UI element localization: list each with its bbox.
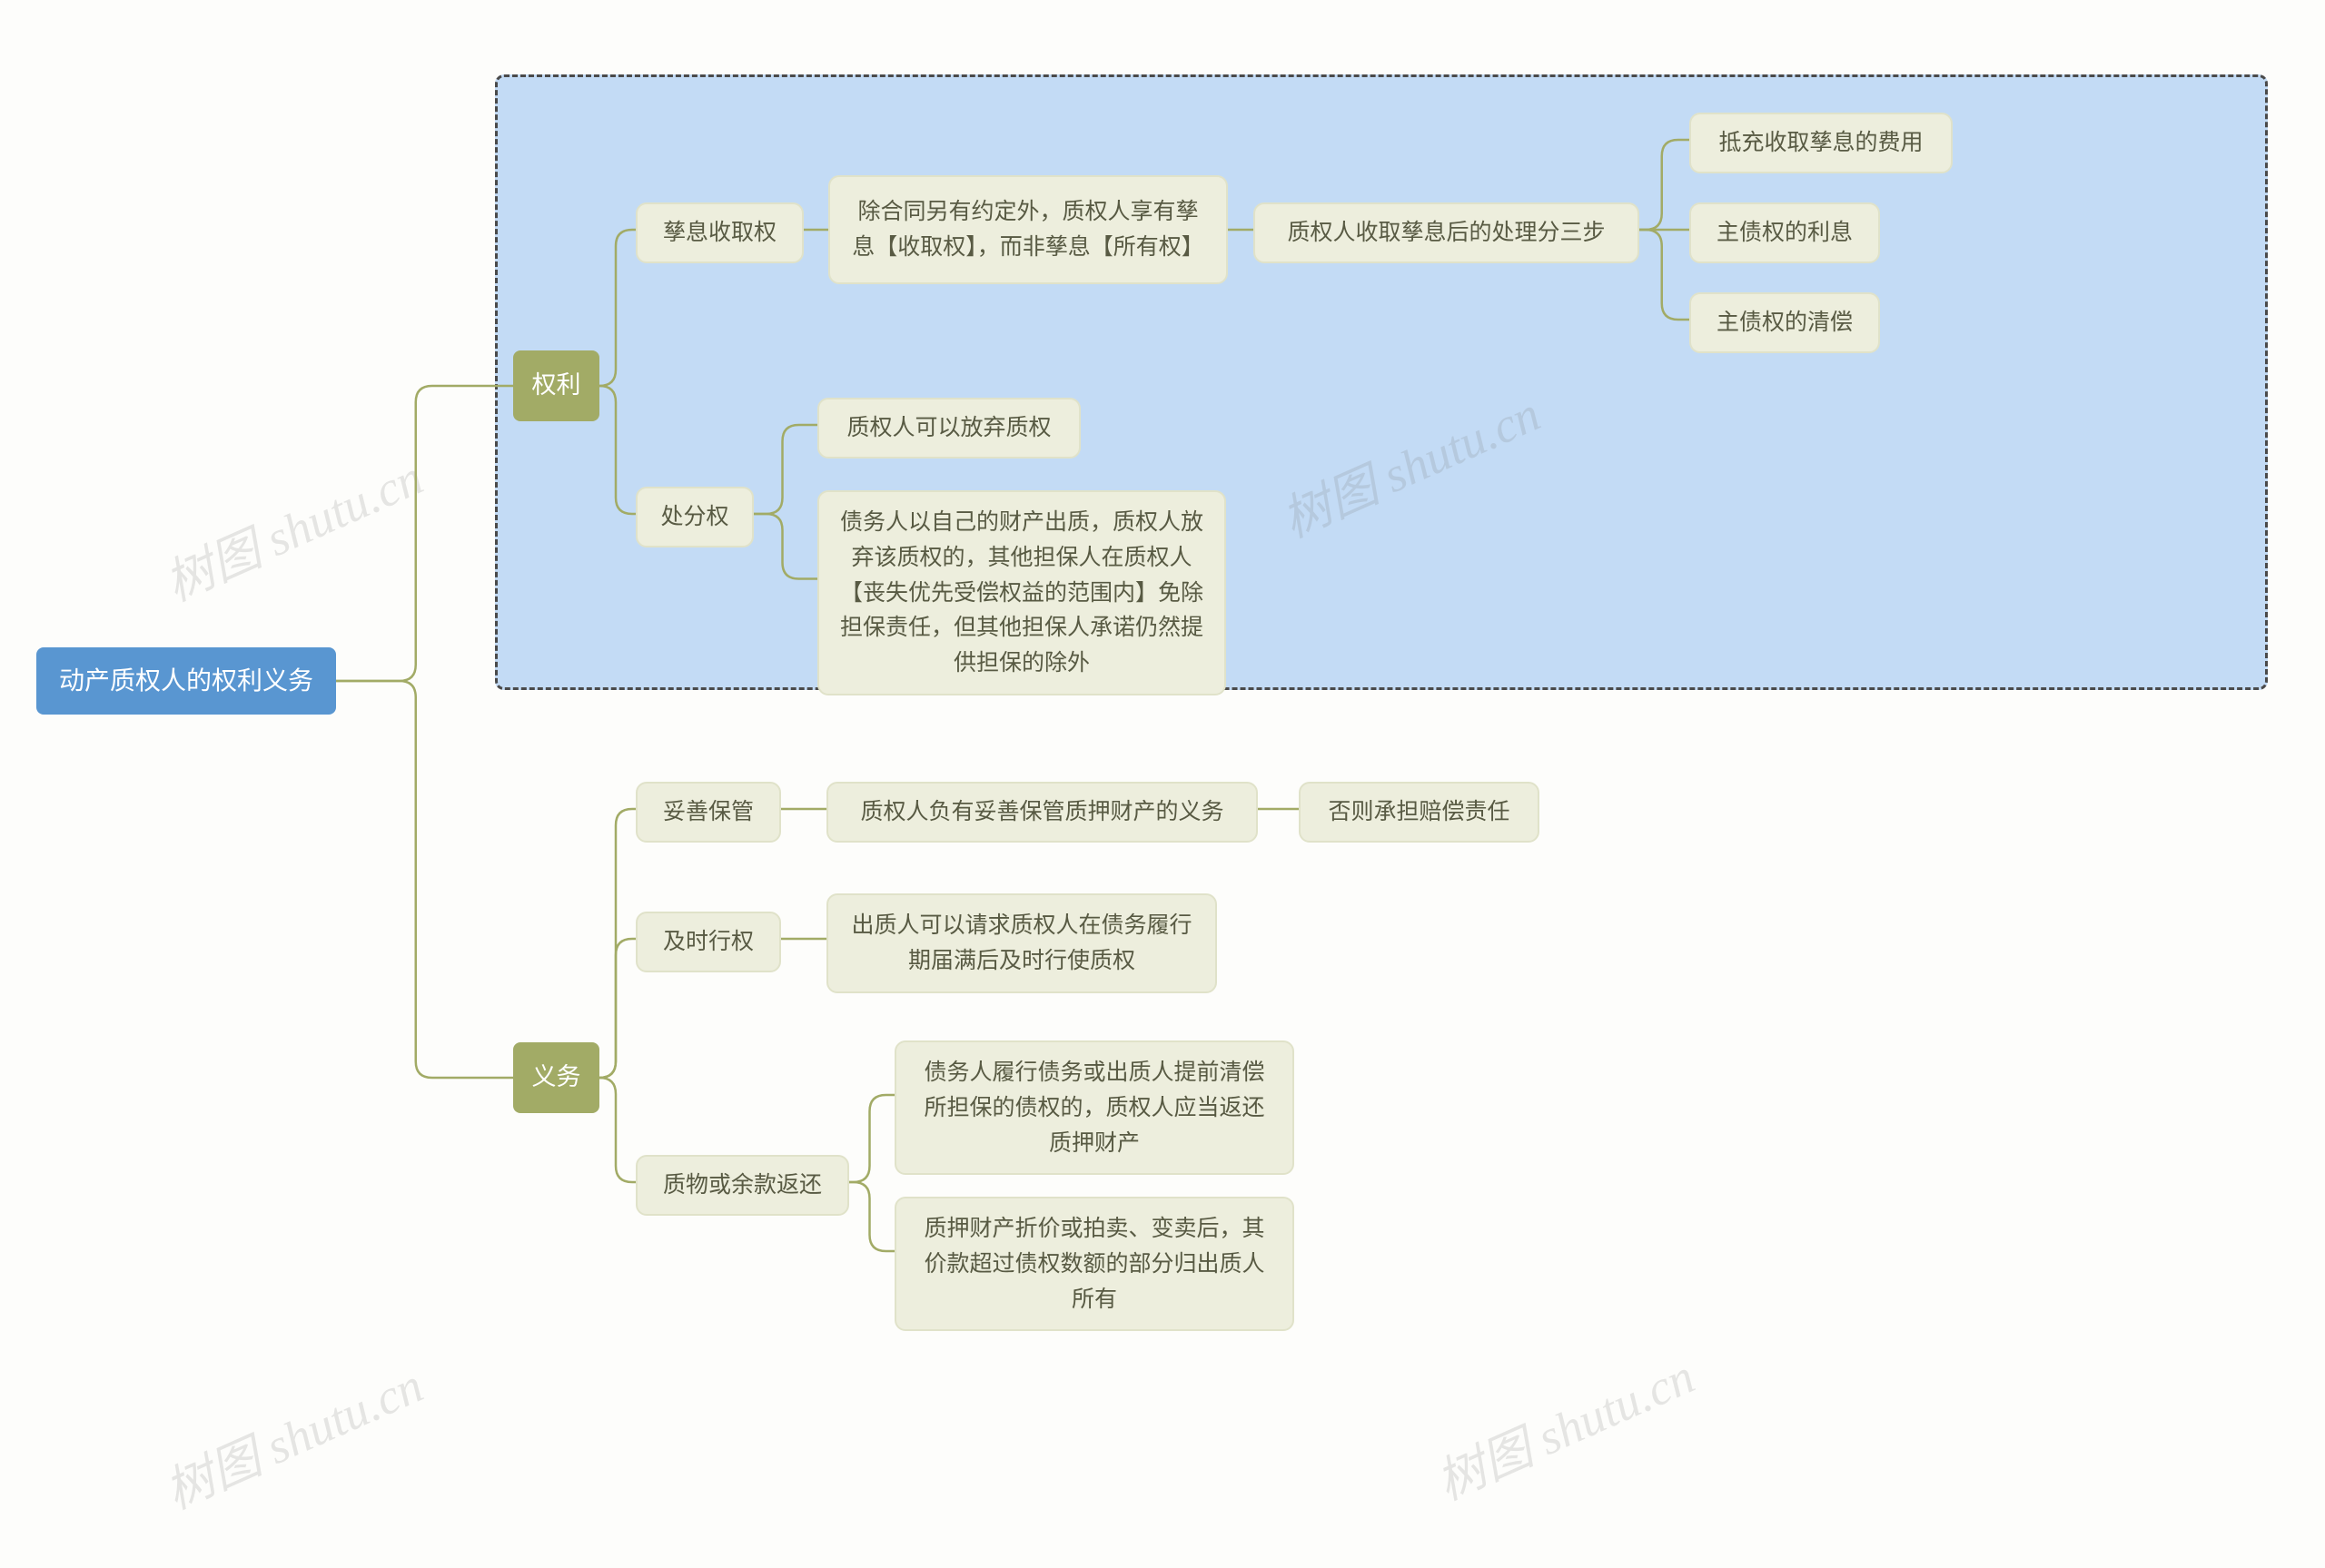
node-step-3: 主债权的清偿 bbox=[1689, 292, 1880, 353]
node-duty-timely-a: 出质人可以请求质权人在债务履行期届满后及时行使质权 bbox=[826, 893, 1217, 993]
node-duty-keep-a: 质权人负有妥善保管质押财产的义务 bbox=[826, 782, 1258, 843]
watermark: 树图 shutu.cn bbox=[152, 1346, 432, 1523]
node-duty-timely: 及时行权 bbox=[636, 912, 781, 972]
node-duty-return-b: 质押财产折价或拍卖、变卖后，其价款超过债权数额的部分归出质人所有 bbox=[895, 1197, 1294, 1331]
watermark: 树图 shutu.cn bbox=[152, 438, 432, 615]
diagram-canvas: 树图 shutu.cn 树图 shutu.cn 树图 shutu.cn 树图 s… bbox=[0, 0, 2325, 1568]
node-interest-desc: 除合同另有约定外，质权人享有孳息【收取权】，而非孳息【所有权】 bbox=[828, 175, 1228, 284]
node-disposal-a: 质权人可以放弃质权 bbox=[817, 398, 1081, 459]
root-node: 动产质权人的权利义务 bbox=[36, 647, 336, 715]
node-interest-right: 孳息收取权 bbox=[636, 202, 804, 263]
node-step-1: 抵充收取孳息的费用 bbox=[1689, 113, 1953, 173]
node-disposal-right: 处分权 bbox=[636, 487, 754, 547]
watermark: 树图 shutu.cn bbox=[1423, 1336, 1704, 1514]
branch-duties: 义务 bbox=[513, 1042, 599, 1113]
highlight-region bbox=[495, 74, 2268, 690]
node-duty-keep-b: 否则承担赔偿责任 bbox=[1299, 782, 1539, 843]
node-duty-keep: 妥善保管 bbox=[636, 782, 781, 843]
node-interest-steps: 质权人收取孳息后的处理分三步 bbox=[1253, 202, 1639, 263]
node-duty-return-a: 债务人履行债务或出质人提前清偿所担保的债权的，质权人应当返还质押财产 bbox=[895, 1040, 1294, 1175]
branch-rights: 权利 bbox=[513, 350, 599, 421]
node-step-2: 主债权的利息 bbox=[1689, 202, 1880, 263]
node-duty-return: 质物或余款返还 bbox=[636, 1155, 849, 1216]
node-disposal-b: 债务人以自己的财产出质，质权人放弃该质权的，其他担保人在质权人【丧失优先受偿权益… bbox=[817, 490, 1226, 695]
